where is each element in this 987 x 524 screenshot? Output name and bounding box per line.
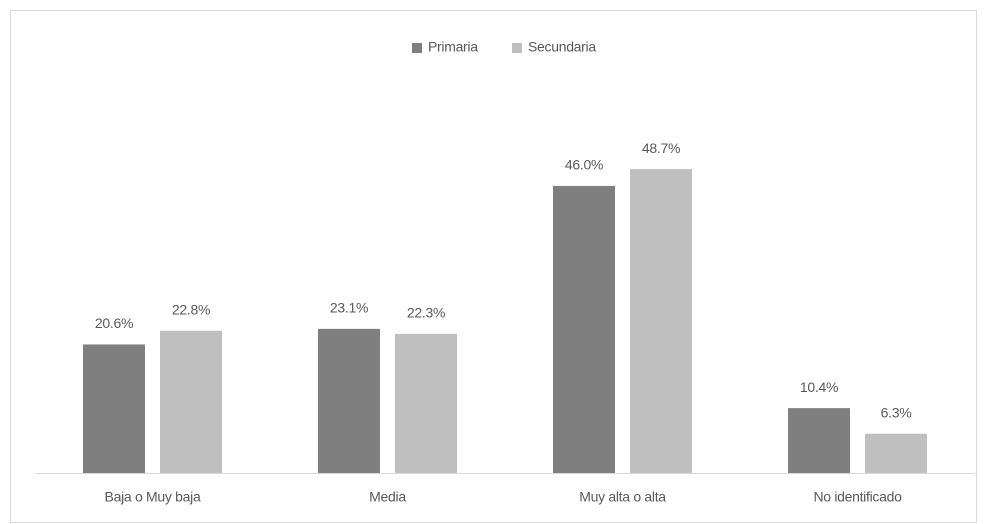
value-label: 46.0%: [565, 157, 603, 173]
bar: [865, 433, 927, 473]
x-tick-label: Media: [369, 489, 406, 505]
legend-label: Secundaria: [528, 39, 596, 55]
value-label: 20.6%: [95, 315, 133, 331]
legend-swatch: [412, 43, 422, 53]
value-label: 23.1%: [330, 300, 368, 316]
bar: [160, 330, 222, 473]
legend-swatch: [512, 43, 522, 53]
value-label: 6.3%: [881, 404, 912, 420]
bar: [83, 344, 145, 473]
bar: [318, 328, 380, 473]
bar: [630, 169, 692, 473]
value-label: 22.8%: [172, 301, 210, 317]
value-label: 22.3%: [407, 305, 445, 321]
x-tick-label: No identificado: [813, 489, 902, 505]
bar: [553, 185, 615, 473]
bar: [788, 408, 850, 473]
x-tick-label: Baja o Muy baja: [105, 489, 201, 505]
value-label: 10.4%: [800, 379, 838, 395]
x-tick-label: Muy alta o alta: [579, 489, 666, 505]
bar: [395, 333, 457, 473]
legend-label: Primaria: [428, 39, 478, 55]
value-label: 48.7%: [642, 140, 680, 156]
